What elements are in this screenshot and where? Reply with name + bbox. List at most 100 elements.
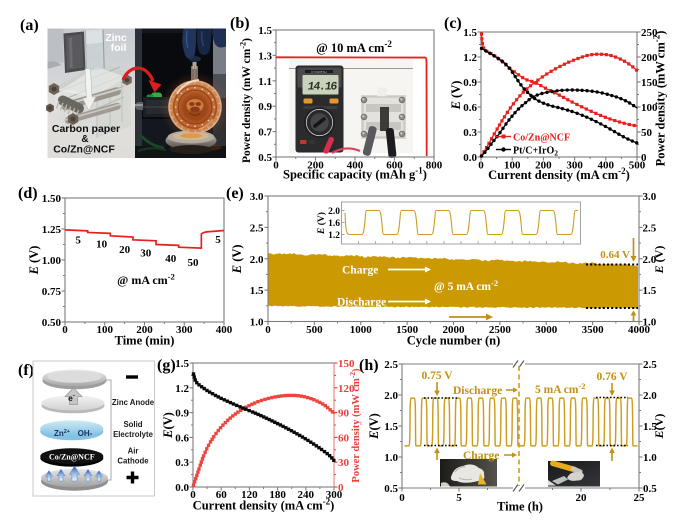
svg-text:Charge: Charge: [342, 265, 378, 277]
svg-text:250: 250: [641, 27, 658, 39]
svg-text:Charge: Charge: [463, 450, 499, 462]
svg-text:5: 5: [75, 235, 81, 247]
svg-text:OH-: OH-: [78, 429, 93, 438]
svg-text:1.0: 1.0: [643, 452, 657, 464]
svg-text:100: 100: [504, 160, 521, 172]
svg-text:1.2: 1.2: [328, 231, 340, 241]
svg-text:240: 240: [298, 489, 315, 501]
svg-text:50: 50: [641, 127, 653, 139]
svg-text:Electrolyte: Electrolyte: [113, 430, 154, 439]
svg-text:0: 0: [273, 160, 279, 172]
svg-text:e-: e-: [68, 393, 75, 403]
svg-text:0.3: 0.3: [463, 127, 477, 139]
svg-text:@ 5 mA cm-2: @ 5 mA cm-2: [434, 278, 498, 293]
svg-text:500: 500: [306, 324, 323, 336]
svg-text:(b): (b): [230, 15, 250, 32]
svg-text:E (V): E (V): [449, 81, 463, 111]
svg-text:1.1: 1.1: [258, 76, 272, 88]
svg-text:2.0: 2.0: [643, 390, 657, 402]
svg-text:2.5: 2.5: [643, 359, 657, 371]
svg-text:Zn2+: Zn2+: [54, 429, 70, 438]
svg-text:40: 40: [165, 253, 177, 265]
svg-text:30: 30: [338, 457, 350, 469]
svg-text:3.0: 3.0: [643, 191, 657, 203]
svg-text:2.5: 2.5: [643, 222, 657, 234]
svg-text:200: 200: [641, 52, 658, 64]
svg-text:4000: 4000: [628, 324, 651, 336]
svg-text:0.75 V: 0.75 V: [421, 370, 453, 382]
svg-text:400: 400: [347, 160, 364, 172]
svg-text:1.00: 1.00: [42, 255, 62, 267]
svg-text:200: 200: [535, 160, 552, 172]
svg-text:50: 50: [187, 257, 199, 269]
svg-text:KYORITSU: KYORITSU: [311, 70, 326, 74]
svg-text:0.0: 0.0: [175, 482, 189, 494]
svg-text:Current density (mA cm-2): Current density (mA cm-2): [488, 166, 630, 182]
svg-text:0.0: 0.0: [463, 152, 477, 164]
svg-text:0.76 V: 0.76 V: [596, 371, 628, 383]
svg-text:25: 25: [634, 492, 646, 504]
svg-text:150: 150: [641, 77, 658, 89]
svg-text:E(V): E(V): [652, 414, 666, 440]
svg-text:3000: 3000: [535, 324, 558, 336]
svg-text:E(V): E(V): [367, 413, 381, 440]
svg-text:0.64 V: 0.64 V: [600, 249, 630, 261]
svg-text:20: 20: [119, 244, 131, 256]
svg-text:300: 300: [326, 489, 343, 501]
svg-text:400: 400: [216, 324, 233, 336]
svg-text:1.5: 1.5: [258, 25, 272, 37]
svg-text:0.6: 0.6: [175, 432, 189, 444]
svg-text:Solid: Solid: [123, 420, 142, 429]
svg-text:3500: 3500: [582, 324, 605, 336]
svg-text:1.0: 1.0: [643, 317, 657, 329]
svg-text:@ 10 mA cm-2: @ 10 mA cm-2: [316, 39, 392, 55]
svg-text:0: 0: [62, 324, 68, 336]
svg-text:Pt/C+IrO2: Pt/C+IrO2: [513, 146, 558, 158]
svg-text:500: 500: [629, 160, 646, 172]
svg-text:14.16: 14.16: [307, 81, 339, 94]
svg-text:Time (h): Time (h): [497, 500, 543, 514]
svg-text:5: 5: [215, 234, 221, 246]
svg-text:(d): (d): [18, 185, 38, 202]
svg-text:(h): (h): [359, 357, 379, 374]
svg-text:120: 120: [241, 489, 258, 501]
svg-text:Cycle number (n): Cycle number (n): [407, 334, 501, 348]
svg-text:Power density (mW cm-2): Power density (mW cm-2): [239, 38, 253, 163]
svg-text:150: 150: [338, 358, 355, 370]
svg-text:E (V): E (V): [316, 212, 327, 235]
svg-text:200: 200: [136, 324, 153, 336]
svg-text:1.5: 1.5: [250, 285, 264, 297]
svg-text:1.3: 1.3: [258, 50, 272, 62]
svg-text:E(V): E(V): [161, 412, 175, 439]
svg-text:1.5: 1.5: [175, 358, 189, 370]
svg-text:E (V): E (V): [230, 244, 244, 274]
svg-text:1.50: 1.50: [42, 193, 62, 205]
svg-text:Power density (mW cm-2): Power density (mW cm-2): [652, 31, 668, 167]
svg-text:30: 30: [140, 248, 152, 260]
svg-text:Time (min): Time (min): [115, 334, 175, 348]
svg-text:1500: 1500: [396, 324, 419, 336]
svg-text:5 mA cm-2: 5 mA cm-2: [535, 381, 586, 396]
svg-text:0: 0: [190, 489, 196, 501]
svg-text:Co/Zn@NCF: Co/Zn@NCF: [513, 133, 570, 144]
svg-text:Air: Air: [128, 447, 139, 456]
svg-text:1.5: 1.5: [384, 421, 398, 433]
svg-text:90: 90: [338, 408, 350, 420]
svg-text:120: 120: [338, 383, 355, 395]
svg-text:1.5: 1.5: [643, 421, 657, 433]
svg-text:Discharge: Discharge: [453, 385, 502, 397]
svg-text:1.5: 1.5: [463, 27, 477, 39]
svg-text:300: 300: [566, 160, 583, 172]
svg-text:0: 0: [478, 160, 484, 172]
svg-text:Current density (mA cm-2): Current density (mA cm-2): [193, 497, 335, 513]
svg-text:1000: 1000: [350, 324, 373, 336]
svg-text:2.0: 2.0: [328, 207, 340, 217]
svg-text:60: 60: [338, 432, 350, 444]
svg-text:5: 5: [456, 492, 462, 504]
svg-text:Zinc: Zinc: [105, 32, 127, 44]
svg-text:0: 0: [265, 324, 271, 336]
svg-text:E (V): E (V): [27, 246, 41, 276]
svg-text:Zinc Anode: Zinc Anode: [112, 398, 155, 407]
svg-text:0.50: 0.50: [42, 317, 62, 329]
svg-text:E (V): E (V): [652, 246, 666, 275]
